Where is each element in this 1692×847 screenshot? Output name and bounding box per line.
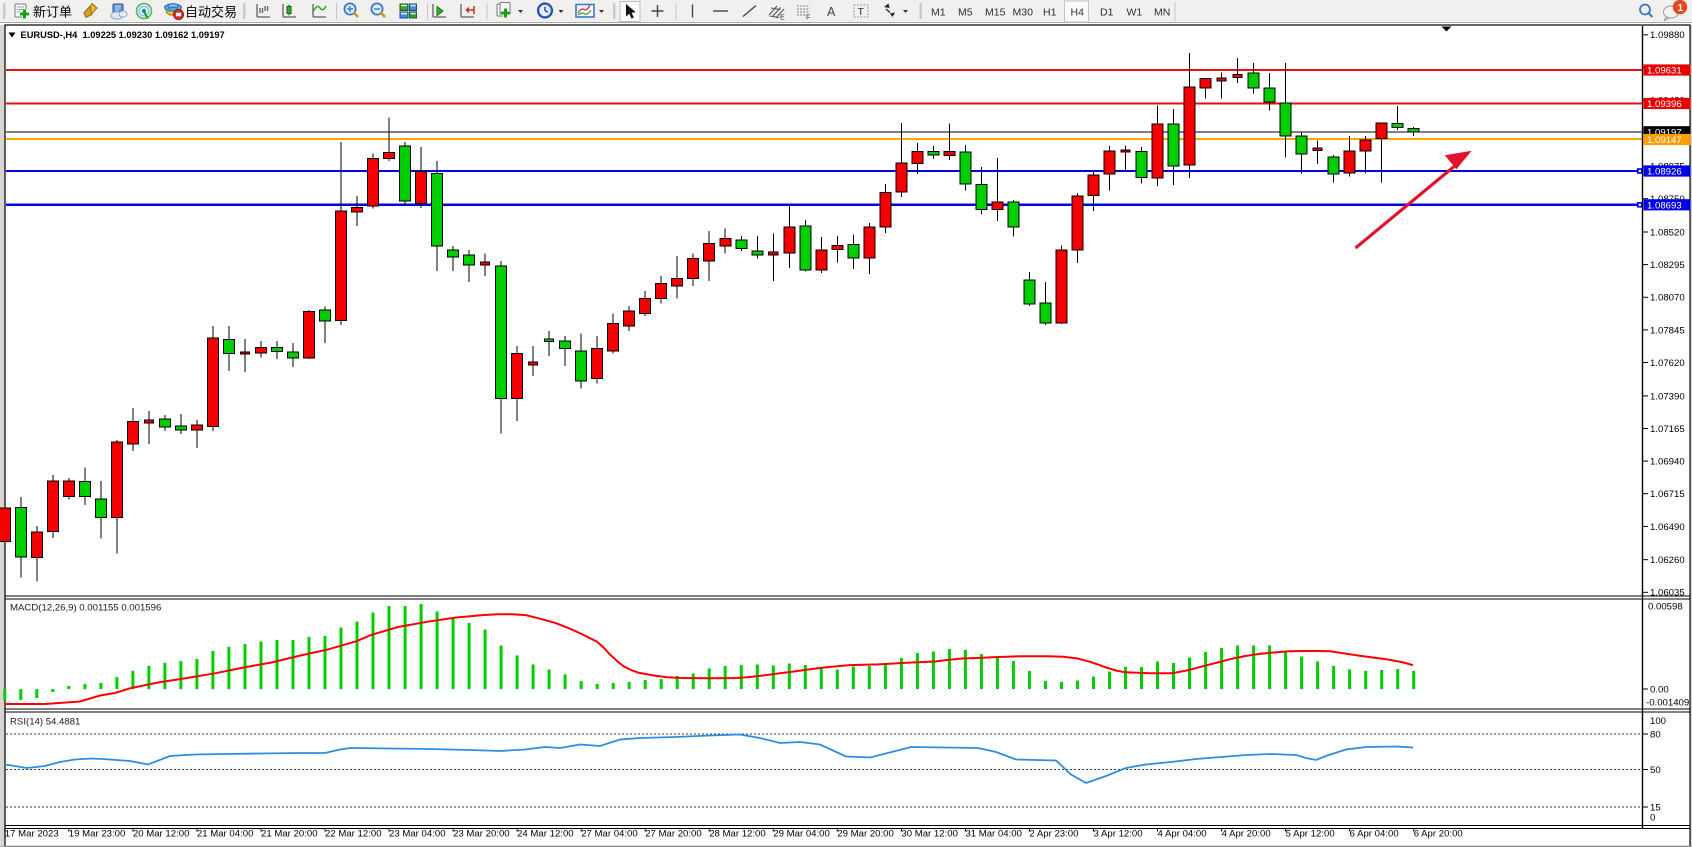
svg-text:100: 100 (1650, 716, 1666, 727)
svg-text:1.07845: 1.07845 (1650, 325, 1685, 336)
svg-text:1.08926: 1.08926 (1647, 167, 1682, 178)
svg-text:5 Apr 12:00: 5 Apr 12:00 (1286, 829, 1335, 840)
svg-text:23 Mar 20:00: 23 Mar 20:00 (453, 829, 510, 840)
svg-text:0.00: 0.00 (1650, 684, 1669, 695)
svg-text:H1: H1 (1043, 7, 1057, 19)
svg-text:-0.001409: -0.001409 (1646, 698, 1689, 709)
svg-text:RSI(14) 54.4881: RSI(14) 54.4881 (10, 717, 80, 728)
svg-text:自动交易: 自动交易 (185, 5, 237, 20)
svg-text:1.09197: 1.09197 (1647, 127, 1682, 138)
svg-text:15: 15 (1650, 802, 1661, 813)
svg-text:EURUSD-,H4 1.09225 1.09230 1.: EURUSD-,H4 1.09225 1.09230 1.09162 1.091… (21, 30, 225, 40)
svg-text:M5: M5 (958, 7, 973, 19)
svg-text:W1: W1 (1127, 7, 1143, 19)
svg-text:4 Apr 20:00: 4 Apr 20:00 (1222, 829, 1271, 840)
svg-text:M30: M30 (1013, 7, 1034, 19)
svg-text:21 Mar 20:00: 21 Mar 20:00 (261, 829, 318, 840)
svg-text:新订单: 新订单 (33, 5, 72, 20)
svg-text:22 Mar 12:00: 22 Mar 12:00 (325, 829, 382, 840)
svg-text:1.06260: 1.06260 (1650, 555, 1685, 566)
svg-text:1.09396: 1.09396 (1647, 99, 1682, 110)
svg-text:27 Mar 20:00: 27 Mar 20:00 (645, 829, 702, 840)
svg-text:1: 1 (1678, 3, 1684, 14)
svg-text:1.07165: 1.07165 (1650, 424, 1685, 435)
svg-text:27 Mar 04:00: 27 Mar 04:00 (581, 829, 638, 840)
svg-text:30 Mar 12:00: 30 Mar 12:00 (901, 829, 958, 840)
svg-text:6 Apr 04:00: 6 Apr 04:00 (1350, 829, 1399, 840)
svg-text:24 Mar 12:00: 24 Mar 12:00 (517, 829, 574, 840)
svg-text:1.06035: 1.06035 (1650, 588, 1685, 599)
svg-text:20 Mar 12:00: 20 Mar 12:00 (133, 829, 190, 840)
svg-text:1.06940: 1.06940 (1650, 457, 1685, 468)
svg-text:29 Mar 04:00: 29 Mar 04:00 (773, 829, 830, 840)
svg-text:4 Apr 04:00: 4 Apr 04:00 (1158, 829, 1207, 840)
svg-text:1.08070: 1.08070 (1650, 293, 1685, 304)
svg-text:1.08693: 1.08693 (1647, 200, 1682, 211)
svg-text:2 Apr 23:00: 2 Apr 23:00 (1029, 829, 1078, 840)
svg-text:1.09147: 1.09147 (1647, 135, 1682, 146)
svg-text:23 Mar 04:00: 23 Mar 04:00 (389, 829, 446, 840)
svg-text:A: A (827, 5, 836, 19)
svg-text:M15: M15 (985, 7, 1006, 19)
svg-text:6 Apr 20:00: 6 Apr 20:00 (1414, 829, 1463, 840)
svg-text:1.06490: 1.06490 (1650, 522, 1685, 533)
svg-text:MACD(12,26,9) 0.001155 0.00159: MACD(12,26,9) 0.001155 0.001596 (10, 603, 161, 614)
svg-text:50: 50 (1650, 765, 1661, 776)
svg-text:21 Mar 04:00: 21 Mar 04:00 (197, 829, 254, 840)
svg-text:3 Apr 12:00: 3 Apr 12:00 (1094, 829, 1143, 840)
svg-text:0.00598: 0.00598 (1648, 602, 1683, 613)
svg-text:31 Mar 04:00: 31 Mar 04:00 (965, 829, 1022, 840)
svg-text:1.07390: 1.07390 (1650, 391, 1685, 402)
svg-text:F: F (806, 15, 810, 22)
svg-text:1.08520: 1.08520 (1650, 227, 1685, 238)
svg-text:D1: D1 (1100, 7, 1114, 19)
svg-text:19 Mar 23:00: 19 Mar 23:00 (69, 829, 126, 840)
svg-text:0: 0 (1650, 812, 1655, 823)
svg-text:29 Mar 20:00: 29 Mar 20:00 (837, 829, 894, 840)
svg-text:M1: M1 (931, 7, 946, 19)
svg-text:17 Mar 2023: 17 Mar 2023 (5, 829, 59, 840)
svg-text:28 Mar 12:00: 28 Mar 12:00 (709, 829, 766, 840)
svg-text:1.09631: 1.09631 (1647, 66, 1682, 77)
svg-text:E: E (780, 15, 785, 22)
svg-text:80: 80 (1650, 729, 1661, 740)
svg-text:H4: H4 (1071, 7, 1085, 19)
svg-text:T: T (858, 6, 865, 18)
svg-text:1.08295: 1.08295 (1650, 260, 1685, 271)
svg-text:1.09880: 1.09880 (1650, 30, 1685, 41)
svg-text:1.07620: 1.07620 (1650, 358, 1685, 369)
svg-text:1.06715: 1.06715 (1650, 489, 1685, 500)
svg-text:MN: MN (1154, 7, 1170, 19)
